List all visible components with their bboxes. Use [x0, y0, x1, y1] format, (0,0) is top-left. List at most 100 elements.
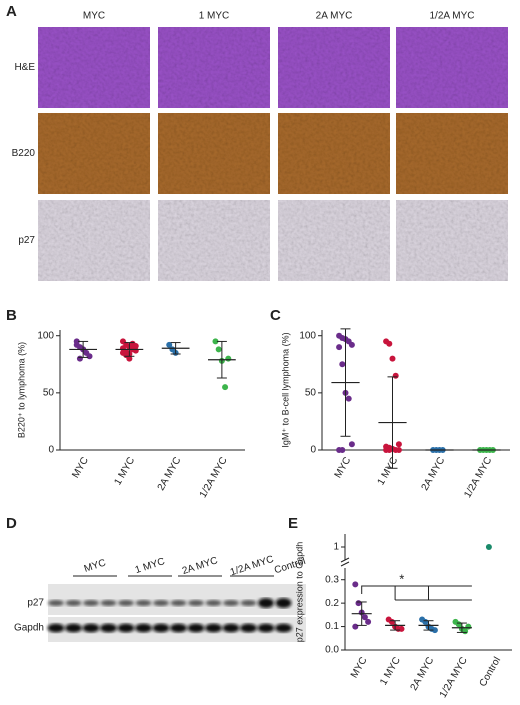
data-point — [76, 355, 83, 362]
band — [135, 623, 152, 633]
histology-image — [396, 200, 508, 281]
significance-annotation: * — [399, 571, 404, 586]
histology-image — [396, 113, 508, 194]
panel-label: D — [6, 515, 17, 532]
y-tick-label: 0.0 — [325, 645, 339, 656]
band — [118, 600, 134, 606]
band — [152, 623, 170, 633]
histology-image — [278, 200, 390, 281]
y-tick-label: 0.3 — [325, 574, 339, 585]
band — [223, 600, 239, 606]
data-point — [389, 355, 396, 362]
data-point — [361, 614, 368, 621]
x-tick-label: 1/2A MYC — [198, 455, 230, 499]
blot-row-label: Gapdh — [14, 623, 44, 634]
x-tick-label: MYC — [70, 455, 91, 480]
y-axis-label: IgM⁺ to B-cell lymphoma (%) — [280, 332, 290, 447]
x-tick-label: 2A MYC — [156, 455, 184, 492]
data-point — [465, 623, 472, 630]
data-point — [485, 544, 492, 550]
data-point — [348, 341, 355, 348]
data-point — [336, 344, 343, 351]
lane-group-label: 1 MYC — [134, 556, 166, 576]
band — [48, 600, 64, 606]
lane-group-label: 2A MYC — [181, 555, 219, 577]
band — [82, 623, 100, 633]
x-tick-label: 1/2A MYC — [462, 455, 494, 499]
band — [275, 623, 292, 633]
y-axis-label: B220⁺ to lymphoma (%) — [16, 342, 26, 438]
y-tick-label: 1 — [333, 542, 339, 553]
data-point — [386, 340, 393, 347]
data-point — [395, 447, 402, 453]
histology-image — [38, 27, 150, 108]
band — [205, 600, 222, 606]
panel-label: C — [270, 307, 281, 324]
data-point — [86, 353, 93, 360]
y-tick-label: 0 — [310, 445, 316, 456]
data-point — [352, 623, 359, 630]
x-tick-label: MYC — [333, 455, 354, 480]
y-tick-label: 50 — [43, 387, 55, 398]
x-tick-label: 1/2A MYC — [438, 655, 470, 699]
column-label: MYC — [83, 11, 105, 22]
x-tick-label: 1 MYC — [112, 455, 137, 487]
data-point — [398, 625, 405, 632]
data-point — [365, 618, 372, 625]
band — [188, 600, 204, 606]
band — [135, 600, 152, 606]
data-point — [132, 343, 139, 349]
column-label: 1/2A MYC — [429, 11, 474, 22]
band — [240, 600, 257, 606]
significance-bracket — [361, 585, 472, 601]
histology-image — [38, 113, 150, 194]
band — [205, 623, 222, 633]
row-label: H&E — [14, 62, 35, 73]
histology-image — [158, 27, 270, 108]
data-point — [339, 447, 346, 453]
band — [222, 623, 240, 633]
band — [153, 600, 169, 606]
data-point — [345, 395, 352, 402]
data-point — [431, 627, 438, 634]
y-tick-label: 100 — [37, 330, 54, 341]
data-point — [352, 581, 359, 588]
band — [257, 623, 275, 633]
band — [170, 623, 187, 633]
data-point — [215, 346, 222, 353]
data-point — [225, 355, 232, 362]
blot-image — [48, 584, 306, 642]
band — [240, 623, 257, 633]
band — [187, 623, 205, 633]
x-tick-label: 2A MYC — [409, 655, 437, 692]
axis-break — [340, 557, 350, 567]
data-point — [392, 372, 399, 379]
x-tick-label: Control — [478, 655, 504, 688]
lane-group-label: MYC — [83, 557, 108, 574]
y-tick-label: 100 — [299, 330, 316, 341]
band — [170, 600, 187, 606]
x-tick-label: MYC — [349, 655, 370, 680]
histology-image — [396, 27, 508, 108]
x-tick-label: 1 MYC — [376, 455, 401, 487]
x-tick-label: 2A MYC — [420, 455, 448, 492]
data-point — [355, 600, 362, 607]
band — [83, 600, 99, 606]
band — [47, 623, 65, 633]
data-point — [166, 341, 173, 348]
x-tick-label: 1 MYC — [378, 655, 403, 687]
panel-label: A — [6, 3, 17, 20]
blot-bands — [47, 598, 292, 633]
data-point — [222, 384, 229, 391]
histology-image — [278, 27, 390, 108]
band — [117, 623, 135, 633]
band — [100, 623, 117, 633]
y-tick-label: 0.2 — [325, 598, 339, 609]
y-tick-label: 50 — [305, 387, 317, 398]
band — [258, 598, 274, 608]
y-axis-label: p27 expression to Gapdh — [294, 542, 304, 643]
column-label: 2A MYC — [316, 11, 353, 22]
y-tick-label: 0.1 — [325, 621, 339, 632]
y-tick-label: 0 — [48, 445, 54, 456]
